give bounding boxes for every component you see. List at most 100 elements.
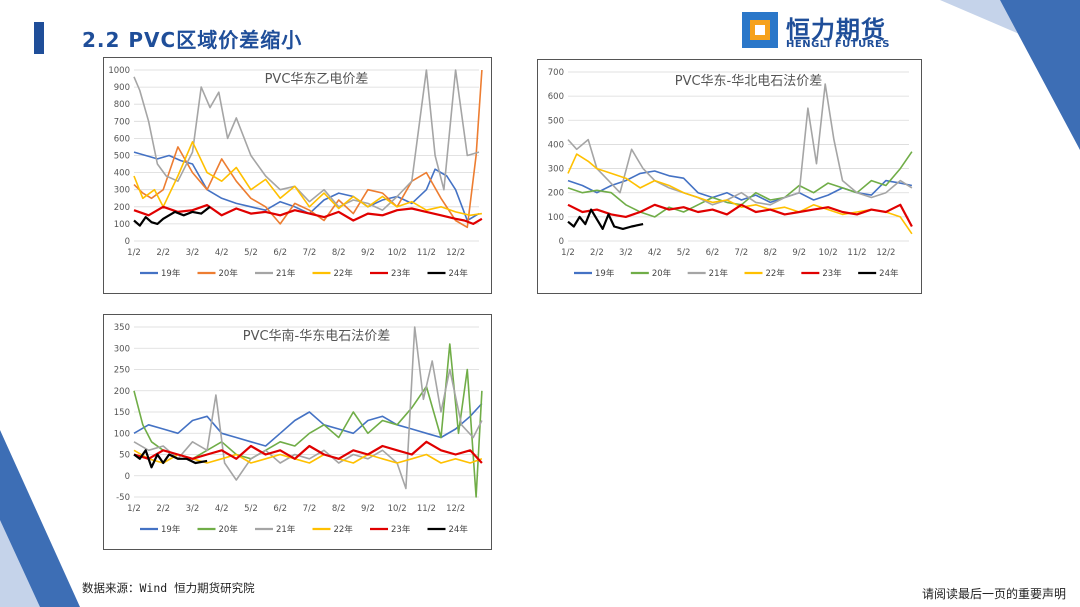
x-tick-label: 3/2 <box>186 248 200 258</box>
x-tick-label: 7/2 <box>303 248 317 258</box>
title-accent-bar <box>34 22 44 54</box>
x-tick-label: 4/2 <box>215 504 229 514</box>
legend-label: 21年 <box>276 524 296 535</box>
legend-label: 20年 <box>652 268 672 279</box>
legend-label: 23年 <box>391 268 411 279</box>
series-line-22年 <box>133 141 483 217</box>
y-tick-label: 700 <box>548 68 564 78</box>
x-tick-label: 7/2 <box>303 504 317 514</box>
legend-label: 19年 <box>161 268 181 279</box>
chart-east-ethylene-spread: 0 100 200 300 400 500 600 700 800 900 1000 1/2 2/2 3/… <box>108 66 483 279</box>
logo-english-name: HENGLI FUTURES <box>786 39 890 50</box>
x-tick-label: 10/2 <box>388 248 407 258</box>
y-tick-label: 50 <box>119 451 130 461</box>
page-title: 2.2 PVC区域价差缩小 <box>82 28 303 52</box>
x-tick-label: 3/2 <box>186 504 200 514</box>
x-tick-label: 2/2 <box>156 248 170 258</box>
series-line-20年 <box>133 69 483 229</box>
y-tick-label: 500 <box>548 116 564 126</box>
chart-south-east-spread: -50 0 50 100 150 200 250 300 350 1/2 2/2 3/2 4/2 5/2 6… <box>114 323 483 535</box>
y-tick-label: 300 <box>114 186 130 196</box>
chart-title: PVC华南-华东电石法价差 <box>243 328 391 344</box>
x-tick-label: 2/2 <box>156 504 170 514</box>
x-tick-label: 8/2 <box>332 504 346 514</box>
y-tick-label: 800 <box>114 100 130 110</box>
series-line-24年 <box>133 449 208 469</box>
series-line-23年 <box>567 203 913 228</box>
y-tick-label: 200 <box>114 203 130 213</box>
legend-label: 19年 <box>595 268 615 279</box>
y-tick-label: 600 <box>548 92 564 102</box>
y-tick-label: 500 <box>114 152 130 162</box>
legend-label: 21年 <box>709 268 729 279</box>
chart-title: PVC华东乙电价差 <box>265 72 369 87</box>
legend-label: 22年 <box>334 524 354 535</box>
x-tick-label: 8/2 <box>332 248 346 258</box>
legend-label: 24年 <box>879 268 899 279</box>
chart-panel-east-north-spread: 0 100 200 300 400 500 600 700 1/2 2/2 3/2 4/2 5/2 6/2… <box>537 59 922 294</box>
chart-panel-south-east-spread: -50 0 50 100 150 200 250 300 350 1/2 2/2 3/2 4/2 5/2 6… <box>103 314 492 550</box>
chart-panel-east-ethylene-spread: 0 100 200 300 400 500 600 700 800 900 1000 1/2 2/2 3/… <box>103 57 492 294</box>
x-tick-label: 5/2 <box>244 248 258 258</box>
x-tick-label: 12/2 <box>446 504 465 514</box>
x-tick-label: 4/2 <box>215 248 229 258</box>
y-tick-label: 1000 <box>108 66 130 76</box>
y-tick-label: 250 <box>114 366 130 376</box>
x-tick-label: 5/2 <box>677 248 691 258</box>
x-tick-label: 6/2 <box>273 248 287 258</box>
x-tick-label: 3/2 <box>619 248 633 258</box>
series-line-23年 <box>133 440 483 464</box>
y-tick-label: 400 <box>114 169 130 179</box>
series-line-21年 <box>567 83 913 206</box>
legend-label: 23年 <box>391 524 411 535</box>
y-tick-label: -50 <box>116 493 130 503</box>
x-tick-label: 2/2 <box>590 248 604 258</box>
company-logo: 恒力期货 HENGLI FUTURES <box>742 12 912 52</box>
x-tick-label: 7/2 <box>735 248 749 258</box>
logo-chinese-name: 恒力期货 <box>786 16 886 44</box>
series-line-22年 <box>567 153 913 235</box>
x-tick-label: 9/2 <box>792 248 806 258</box>
legend-label: 22年 <box>766 268 786 279</box>
x-tick-label: 10/2 <box>819 248 838 258</box>
y-tick-label: 350 <box>114 323 130 333</box>
y-tick-label: 200 <box>548 189 564 199</box>
x-tick-label: 11/2 <box>417 504 436 514</box>
series-line-19年 <box>133 402 483 447</box>
y-tick-label: 100 <box>548 213 564 223</box>
y-tick-label: 100 <box>114 429 130 439</box>
x-tick-label: 11/2 <box>847 248 866 258</box>
y-tick-label: 150 <box>114 408 130 418</box>
data-source-note: 数据来源：Wind 恒力期货研究院 <box>82 581 255 595</box>
x-tick-label: 12/2 <box>876 248 895 258</box>
x-tick-label: 9/2 <box>361 504 375 514</box>
series-line-23年 <box>133 204 483 225</box>
chart-title: PVC华东-华北电石法价差 <box>675 74 823 89</box>
series-line-21年 <box>133 326 483 490</box>
disclaimer-note: 请阅读最后一页的重要声明 <box>921 587 1066 601</box>
legend-label: 24年 <box>449 268 469 279</box>
x-tick-label: 1/2 <box>127 504 141 514</box>
series-line-20年 <box>133 343 483 498</box>
x-tick-label: 11/2 <box>417 248 436 258</box>
legend-label: 20年 <box>219 268 239 279</box>
y-tick-label: 0 <box>125 472 130 482</box>
x-tick-label: 4/2 <box>648 248 662 258</box>
legend-label: 23年 <box>822 268 842 279</box>
x-tick-label: 6/2 <box>273 504 287 514</box>
x-tick-label: 6/2 <box>706 248 720 258</box>
y-tick-label: 600 <box>114 134 130 144</box>
y-tick-label: 700 <box>114 117 130 127</box>
chart-east-north-spread: 0 100 200 300 400 500 600 700 1/2 2/2 3/2 4/2 5/2 6/2… <box>548 68 913 279</box>
legend-label: 20年 <box>219 524 239 535</box>
y-tick-label: 300 <box>548 165 564 175</box>
logo-mark-icon <box>742 12 778 48</box>
y-tick-label: 900 <box>114 83 130 93</box>
series-line-24年 <box>567 208 644 230</box>
x-tick-label: 1/2 <box>127 248 141 258</box>
legend-label: 22年 <box>334 268 354 279</box>
x-tick-label: 12/2 <box>446 248 465 258</box>
legend-label: 19年 <box>161 524 181 535</box>
y-tick-label: 400 <box>548 140 564 150</box>
x-tick-label: 8/2 <box>763 248 777 258</box>
